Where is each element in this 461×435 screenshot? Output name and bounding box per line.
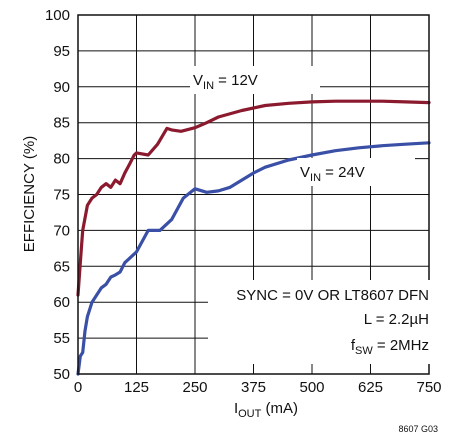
x-tick-label: 0 — [74, 379, 82, 396]
y-tick-label: 90 — [53, 79, 70, 96]
x-tick-label: 750 — [416, 379, 441, 396]
x-tick-label: 500 — [299, 379, 324, 396]
y-tick-label: 65 — [53, 258, 70, 275]
x-tick-label: 125 — [124, 379, 149, 396]
series-group — [76, 99, 431, 376]
x-tick-label: 375 — [241, 379, 266, 396]
series-label-background — [190, 66, 320, 94]
x-axis-label-sub: OUT — [238, 408, 262, 420]
condition-inductor: L = 2.2µH — [364, 311, 429, 328]
y-tick-label: 75 — [53, 187, 70, 204]
y-tick-label: 50 — [53, 366, 70, 383]
y-tick-label: 85 — [53, 115, 70, 132]
series-line-vin-24v — [76, 141, 431, 376]
series-label-vin-12v: VIN = 12V — [193, 72, 258, 92]
y-tick-label: 100 — [45, 7, 70, 24]
y-tick-label: 55 — [53, 330, 70, 347]
series-line-vin-12v — [76, 99, 431, 297]
y-axis-label: EFFICIENCY (%) — [21, 136, 38, 252]
x-tick-label: 625 — [358, 379, 383, 396]
x-axis-label-rest: (mA) — [261, 400, 298, 417]
y-tick-label: 80 — [53, 151, 70, 168]
plot-frame — [77, 14, 430, 375]
plot-border — [77, 14, 430, 375]
conditions-background — [208, 280, 434, 364]
x-axis-label-main: I — [234, 400, 238, 417]
series-label-background — [297, 158, 415, 186]
figure-id: 8607 G03 — [398, 424, 438, 434]
condition-switch-frequency: fSW = 2MHz — [351, 337, 429, 357]
condition-sync: SYNC = 0V OR LT8607 DFN — [236, 287, 429, 304]
tick-labels: 0 125 250 375 500 625 750 50 55 60 65 70 75 80 85 90 95 1… — [45, 7, 442, 396]
x-axis-label: IOUT (mA) — [234, 400, 298, 420]
y-tick-label: 70 — [53, 222, 70, 239]
y-tick-label: 95 — [53, 43, 70, 60]
y-tick-label: 60 — [53, 294, 70, 311]
x-tick-label: 250 — [182, 379, 207, 396]
series-label-vin-24v: VIN = 24V — [300, 164, 365, 184]
